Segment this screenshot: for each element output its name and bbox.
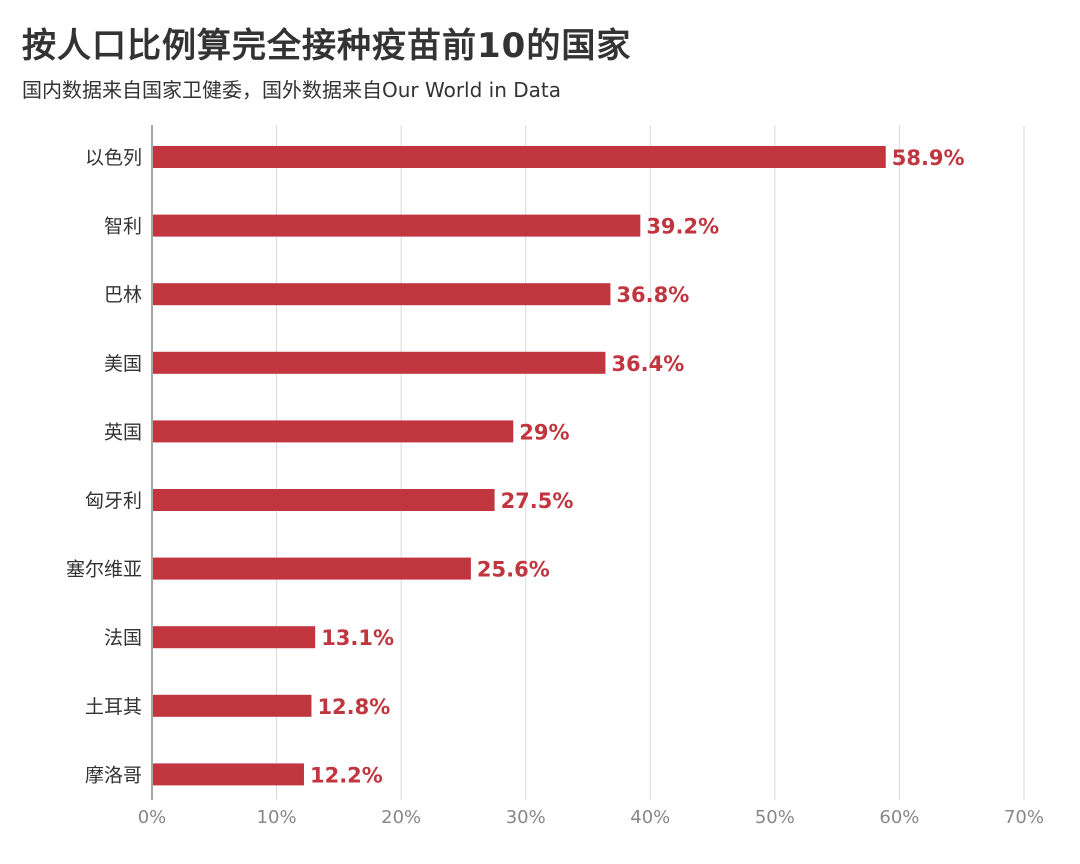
bar — [153, 626, 316, 649]
value-label: 12.2% — [310, 763, 383, 787]
bar — [153, 351, 606, 374]
x-tick-label: 50% — [755, 807, 795, 828]
bar — [153, 694, 312, 717]
category-label: 智利 — [104, 216, 142, 238]
bar — [153, 283, 611, 306]
bar — [153, 146, 886, 168]
value-label: 27.5% — [501, 489, 574, 513]
value-label: 13.1% — [321, 626, 394, 650]
x-tick-label: 60% — [879, 807, 919, 828]
category-label: 匈牙利 — [85, 490, 142, 512]
x-tick-label: 30% — [506, 807, 546, 828]
chart-title: 按人口比例算完全接种疫苗前10的国家 — [22, 26, 632, 66]
x-axis-ticks: 0% 10% 20% 30% 40% 50% 60% 70% — [138, 807, 1044, 828]
value-label: 29% — [519, 420, 569, 444]
value-label: 58.9% — [892, 146, 965, 170]
category-label: 塞尔维亚 — [66, 559, 142, 581]
grid-lines — [276, 125, 1025, 800]
x-tick-label: 10% — [257, 807, 297, 828]
category-label: 英国 — [104, 421, 142, 443]
bar — [153, 557, 471, 580]
category-label: 摩洛哥 — [85, 764, 142, 786]
value-label: 36.4% — [611, 352, 684, 376]
category-label: 以色列 — [85, 147, 142, 169]
x-tick-label: 40% — [630, 807, 670, 828]
x-tick-label: 70% — [1004, 807, 1044, 828]
x-tick-label: 20% — [381, 807, 421, 828]
category-label: 土耳其 — [85, 696, 142, 718]
bar — [153, 420, 514, 443]
value-label: 36.8% — [616, 283, 689, 307]
bars: 以色列 58.9% 智利 39.2% 巴林 36.8% 美国 36.4% 英国 29% 匈牙利 27.… — [66, 146, 965, 787]
bar — [153, 763, 304, 786]
bar — [153, 214, 641, 237]
x-tick-label: 0% — [138, 807, 167, 828]
value-label: 12.8% — [317, 695, 390, 719]
value-label: 39.2% — [646, 215, 719, 239]
category-label: 美国 — [104, 353, 142, 375]
category-label: 巴林 — [104, 284, 142, 306]
category-label: 法国 — [104, 627, 142, 649]
chart-subtitle: 国内数据来自国家卫健委，国外数据来自Our World in Data — [22, 78, 562, 102]
value-label: 25.6% — [477, 558, 550, 582]
bar — [153, 489, 495, 511]
